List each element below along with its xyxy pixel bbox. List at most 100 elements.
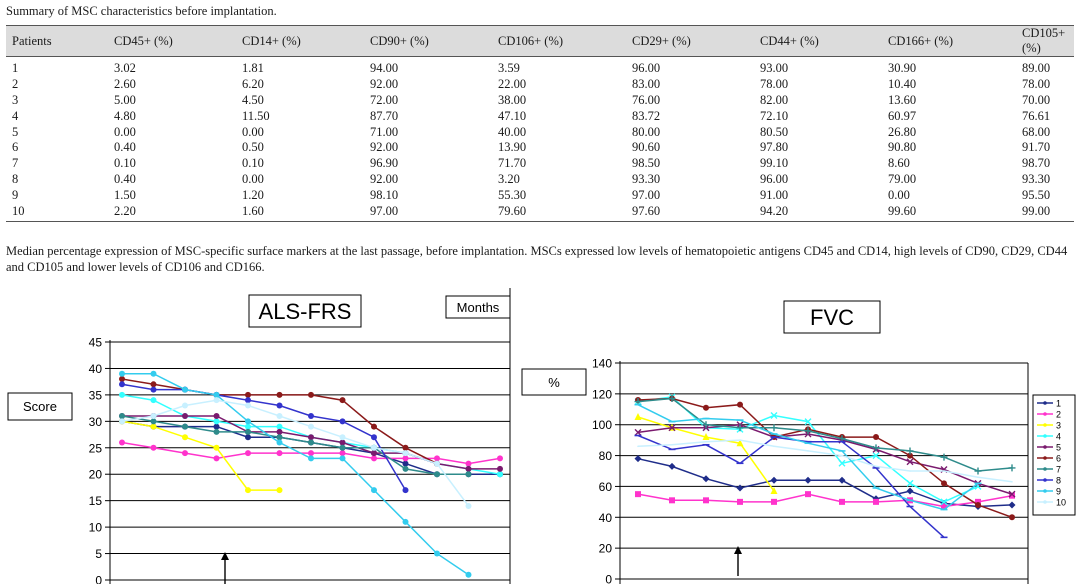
marker-value-cell: 96.00 xyxy=(760,171,789,186)
series-3-point xyxy=(245,487,251,494)
series-2-point xyxy=(941,503,947,510)
series-4-point xyxy=(245,423,251,430)
score-label-box xyxy=(7,392,73,421)
series-6-point xyxy=(119,376,125,383)
marker-value-cell: 3.59 xyxy=(498,61,520,76)
series-6-point xyxy=(703,404,709,411)
als-frs-title-box xyxy=(248,294,362,328)
series-5-point xyxy=(213,413,220,420)
series-7-point xyxy=(119,413,125,420)
marker-value-cell: 94.20 xyxy=(754,203,882,222)
marker-value-cell: 90.60 xyxy=(632,140,661,155)
series-5-point xyxy=(1008,490,1016,498)
series-10-point xyxy=(150,413,157,420)
als-frs-title: ALS-FRS xyxy=(259,299,352,324)
marker-value-cell: 82.00 xyxy=(760,92,789,107)
series-4-point xyxy=(804,418,812,426)
marker-value-cell: 97.00 xyxy=(632,187,661,202)
marker-value-cell: 13.90 xyxy=(498,140,527,155)
series-line-7 xyxy=(637,397,1013,472)
series-9-point xyxy=(213,391,220,398)
y-tick-label: 30 xyxy=(89,415,103,429)
series-9-point xyxy=(434,550,440,557)
legend-label: 9 xyxy=(1056,487,1061,497)
y-tick-label: 10 xyxy=(89,521,103,535)
series-1-point xyxy=(634,455,642,463)
marker-value-cell: 2.60 xyxy=(114,77,136,92)
marker-value-cell: 72.10 xyxy=(760,108,789,123)
series-1-point xyxy=(702,475,710,483)
marker-value-cell: 0.10 xyxy=(114,156,136,171)
patient-id-cell: 6 xyxy=(12,140,19,155)
table-row: 4 4.80 11.50 87.70 47.10 83.72 72.10 60.97 76.61 xyxy=(6,108,1074,124)
series-2-point xyxy=(805,491,811,498)
marker-value-cell: 97.60 xyxy=(626,203,754,222)
marker-value-cell: 72.00 xyxy=(370,92,399,107)
marker-value-cell: 10.40 xyxy=(888,77,917,92)
series-1-point xyxy=(736,484,744,492)
series-2-point xyxy=(635,491,641,498)
y-tick-label: 15 xyxy=(89,494,103,508)
patient-id-cell: 9 xyxy=(12,187,19,202)
legend-marker-10 xyxy=(1043,500,1047,504)
header-cd29: CD29+ (%) xyxy=(626,25,754,57)
legend-label: 8 xyxy=(1056,476,1061,486)
marker-value-cell: 96.90 xyxy=(370,156,399,171)
series-2-point xyxy=(771,498,777,505)
series-10-point xyxy=(213,397,220,404)
marker-value-cell: 98.50 xyxy=(632,156,661,171)
series-10-point xyxy=(773,445,775,448)
marker-value-cell: 47.10 xyxy=(498,108,527,123)
marker-value-cell: 93.30 xyxy=(632,171,661,186)
marker-value-cell: 5.00 xyxy=(114,92,136,107)
series-7-point xyxy=(668,394,676,402)
series-6-point xyxy=(339,397,346,404)
series-6-point xyxy=(276,391,283,398)
y-tick-label: 100 xyxy=(592,418,612,432)
y-tick-label: 5 xyxy=(95,547,102,561)
marker-value-cell: 78.00 xyxy=(760,77,789,92)
series-7-point xyxy=(770,424,778,432)
percent-label: % xyxy=(548,375,560,390)
marker-value-cell: 60.97 xyxy=(888,108,917,123)
series-4-point xyxy=(276,423,283,430)
patient-id-cell: 2 xyxy=(12,77,19,92)
fvc-grid xyxy=(620,362,1028,580)
table-row: 8 0.40 0.00 92.00 3.20 93.30 96.00 79.00 93.30 xyxy=(6,172,1074,188)
marker-value-cell: 0.00 xyxy=(242,171,264,186)
marker-value-cell: 1.20 xyxy=(242,187,264,202)
series-8-point xyxy=(150,386,157,393)
series-10-point xyxy=(339,434,346,441)
series-6-point xyxy=(941,480,947,487)
series-9-point xyxy=(371,487,377,494)
marker-value-cell: 99.60 xyxy=(882,203,1016,222)
marker-value-cell: 1.81 xyxy=(242,61,264,76)
series-2-point xyxy=(465,460,472,467)
legend-marker-6 xyxy=(1043,456,1047,460)
series-9-point xyxy=(308,455,314,462)
series-2-point xyxy=(737,498,743,505)
table-row: 5 0.00 0.00 71.00 40.00 80.00 80.50 26.80 68.00 xyxy=(6,124,1074,140)
legend-marker-9 xyxy=(1043,489,1047,493)
y-tick-label: 0 xyxy=(605,573,612,584)
series-7-point xyxy=(974,467,982,475)
series-8-point xyxy=(371,434,377,441)
marker-value-cell: 94.00 xyxy=(370,61,399,76)
series-2-point xyxy=(975,498,981,505)
legend-label: 10 xyxy=(1056,498,1066,508)
series-4-point xyxy=(213,418,220,425)
series-6-point xyxy=(150,381,157,388)
series-9-point xyxy=(402,518,409,525)
series-3-point xyxy=(182,434,188,441)
fvc-series xyxy=(634,393,1016,539)
marker-value-cell: 1.60 xyxy=(236,203,364,222)
legend-marker-4 xyxy=(1043,434,1047,438)
patient-id-cell: 7 xyxy=(12,156,19,171)
series-7-point xyxy=(702,421,710,429)
table-row: 10 2.20 1.60 97.00 79.60 97.60 94.20 99.60 99.00 xyxy=(6,203,1074,222)
legend-label: 7 xyxy=(1056,465,1061,475)
series-8-point xyxy=(119,381,125,388)
marker-value-cell: 0.40 xyxy=(114,171,136,186)
marker-value-cell: 4.50 xyxy=(242,92,264,107)
